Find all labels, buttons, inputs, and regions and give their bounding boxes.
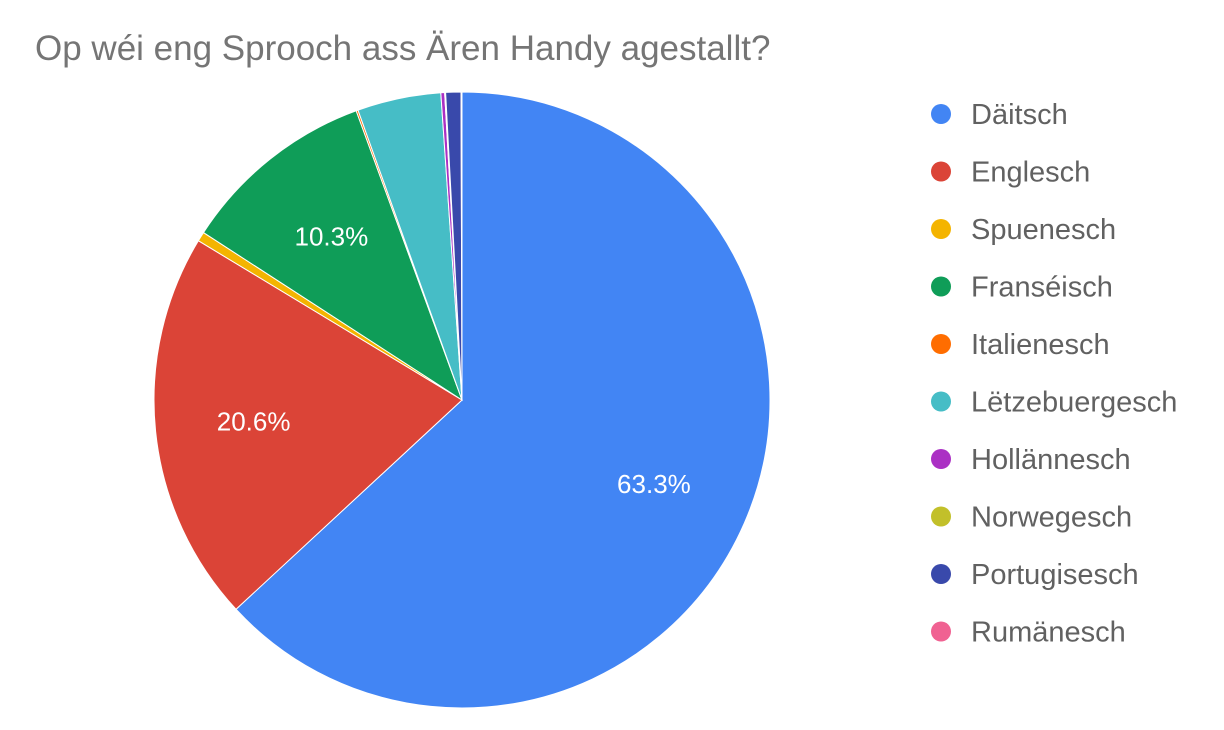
chart-title: Op wéi eng Sprooch ass Ären Handy agesta… bbox=[35, 29, 770, 68]
legend-label-rumanesch: Rumänesch bbox=[971, 617, 1126, 649]
legend-label-franseisch: Franséisch bbox=[971, 272, 1113, 304]
legend-swatch-italienesch bbox=[931, 334, 951, 354]
legend-swatch-daitsch bbox=[931, 104, 951, 124]
pie-slices bbox=[153, 91, 771, 709]
legend-swatch-englesch bbox=[931, 161, 951, 182]
legend-swatch-franseisch bbox=[931, 276, 951, 297]
slice-label-daitsch: 63.3% bbox=[617, 469, 691, 499]
legend-swatch-hollannesch bbox=[931, 449, 951, 469]
pie-slice-englesch bbox=[153, 240, 463, 610]
legend-swatch-norwegesch bbox=[931, 506, 951, 527]
legend-label-englesch: Englesch bbox=[971, 157, 1090, 189]
pie-slice-rumanesch bbox=[460, 91, 463, 401]
pie-slice-labels: 63.3% 20.6% 10.3% bbox=[217, 221, 691, 499]
legend-label-daitsch: Däitsch bbox=[971, 99, 1068, 131]
legend-label-letzebuergesch: Lëtzebuergesch bbox=[971, 387, 1177, 419]
legend-swatch-rumanesch bbox=[931, 621, 951, 642]
legend-swatch-portugisesch bbox=[931, 564, 951, 584]
legend-label-norwegesch: Norwegesch bbox=[971, 502, 1132, 534]
legend-label-hollannesch: Hollännesch bbox=[971, 444, 1131, 476]
legend-label-spuenesch: Spuenesch bbox=[971, 214, 1116, 246]
pie-slice-franseisch bbox=[202, 110, 463, 402]
legend-label-italienesch: Italienesch bbox=[971, 329, 1110, 361]
pie-slice-daitsch bbox=[235, 91, 771, 709]
legend-swatch-letzebuergesch bbox=[931, 391, 951, 412]
legend: Däitsch Englesch Spuenesch Franséisch Italie… bbox=[931, 99, 1177, 649]
slice-label-franseisch: 10.3% bbox=[295, 221, 369, 251]
slice-label-englesch: 20.6% bbox=[217, 406, 291, 436]
legend-swatch-spuenesch bbox=[931, 219, 951, 239]
legend-label-portugisesch: Portugisesch bbox=[971, 559, 1139, 591]
